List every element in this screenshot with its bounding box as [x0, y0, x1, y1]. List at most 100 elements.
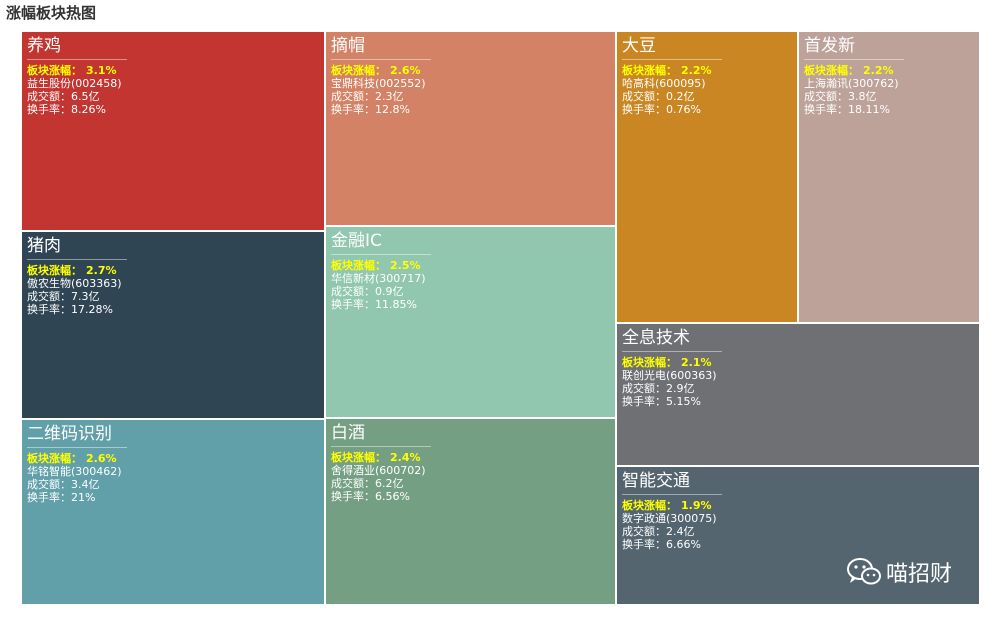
- turnover-row: 换手率：0.76%: [622, 103, 712, 116]
- volume-label: 成交额：: [331, 285, 375, 298]
- tile-erweima[interactable]: 二维码识别 板块涨幅： 2.6% 华铭智能(300462) 成交额：3.4亿 换手率：21…: [21, 419, 325, 605]
- change-row: 板块涨幅： 1.9%: [622, 499, 717, 512]
- turnover-value: 5.15%: [666, 395, 701, 408]
- turnover-label: 换手率：: [331, 490, 375, 503]
- change-value: 2.6%: [390, 64, 421, 77]
- tile-jinrong-ic[interactable]: 金融IC 板块涨幅： 2.5% 华信新材(300717) 成交额：0.9亿 换手率：11.…: [325, 226, 616, 418]
- tile-dadou[interactable]: 大豆 板块涨幅： 2.2% 哈高科(600095) 成交额：0.2亿 换手率：0.76%: [616, 31, 798, 323]
- turnover-value: 17.28%: [71, 303, 113, 316]
- change-row: 板块涨幅： 2.6%: [331, 64, 426, 77]
- turnover-row: 换手率：17.28%: [27, 303, 122, 316]
- volume-value: 3.8亿: [848, 90, 877, 103]
- turnover-value: 6.56%: [375, 490, 410, 503]
- tile-yangji[interactable]: 养鸡板块涨幅： 3.1% 益生股份(002458) 成交额：6.5亿 换手率：8.26%: [21, 31, 325, 231]
- tile-zhineng-jiaotong[interactable]: 智能交通 板块涨幅： 1.9% 数字政通(300075) 成交额：2.4亿 换手率：6.6…: [616, 466, 980, 605]
- turnover-value: 21%: [71, 491, 96, 504]
- change-value: 2.5%: [390, 259, 421, 272]
- turnover-label: 换手率：: [331, 103, 375, 116]
- change-label: 板块涨幅：: [622, 64, 677, 77]
- volume-row: 成交额：7.3亿: [27, 290, 122, 303]
- turnover-value: 8.26%: [71, 103, 106, 116]
- turnover-label: 换手率：: [622, 395, 666, 408]
- volume-value: 2.4亿: [666, 525, 695, 538]
- turnover-label: 换手率：: [27, 103, 71, 116]
- volume-label: 成交额：: [27, 478, 71, 491]
- change-row: 板块涨幅： 2.2%: [804, 64, 899, 77]
- volume-value: 2.9亿: [666, 382, 695, 395]
- tile-divider: [331, 446, 431, 447]
- tile-divider: [622, 351, 722, 352]
- tile-name: 首发新: [804, 36, 855, 56]
- tile-name: 养鸡: [27, 36, 61, 56]
- tile-info: 板块涨幅： 1.9% 数字政通(300075) 成交额：2.4亿 换手率：6.66%: [622, 499, 717, 551]
- tile-info: 板块涨幅： 3.1% 益生股份(002458) 成交额：6.5亿 换手率：8.26%: [27, 64, 122, 116]
- tile-name: 金融IC: [331, 231, 382, 251]
- tile-name: 智能交通: [622, 471, 690, 491]
- change-value: 2.7%: [86, 264, 117, 277]
- turnover-label: 换手率：: [331, 298, 375, 311]
- turnover-row: 换手率：11.85%: [331, 298, 426, 311]
- volume-label: 成交额：: [27, 90, 71, 103]
- stock-name: 宝鼎科技(002552): [331, 77, 426, 90]
- volume-label: 成交额：: [622, 525, 666, 538]
- turnover-row: 换手率：12.8%: [331, 103, 426, 116]
- tile-info: 板块涨幅： 2.2% 哈高科(600095) 成交额：0.2亿 换手率：0.76%: [622, 64, 712, 116]
- volume-label: 成交额：: [622, 90, 666, 103]
- volume-value: 6.2亿: [375, 477, 404, 490]
- change-row: 板块涨幅： 3.1%: [27, 64, 122, 77]
- volume-label: 成交额：: [27, 290, 71, 303]
- tile-name: 全息技术: [622, 328, 690, 348]
- turnover-row: 换手率：18.11%: [804, 103, 899, 116]
- change-value: 1.9%: [681, 499, 712, 512]
- change-label: 板块涨幅：: [27, 64, 82, 77]
- change-label: 板块涨幅：: [622, 356, 677, 369]
- change-label: 板块涨幅：: [331, 64, 386, 77]
- tile-zhurou[interactable]: 猪肉 板块涨幅： 2.7% 傲农生物(603363) 成交额：7.3亿 换手率：17.28…: [21, 231, 325, 419]
- turnover-row: 换手率：6.56%: [331, 490, 426, 503]
- turnover-row: 换手率：5.15%: [622, 395, 717, 408]
- turnover-label: 换手率：: [27, 303, 71, 316]
- stock-name: 哈高科(600095): [622, 77, 706, 90]
- volume-value: 0.9亿: [375, 285, 404, 298]
- tile-baijiu[interactable]: 白酒 板块涨幅： 2.4% 舍得酒业(600702) 成交额：6.2亿 换手率：6.56%: [325, 418, 616, 605]
- volume-label: 成交额：: [331, 477, 375, 490]
- turnover-row: 换手率：21%: [27, 491, 122, 504]
- change-label: 板块涨幅：: [331, 259, 386, 272]
- tile-shoufaxin[interactable]: 首发新 板块涨幅： 2.2% 上海瀚讯(300762) 成交额：3.8亿 换手率：18.1…: [798, 31, 980, 323]
- tile-divider: [27, 259, 127, 260]
- tile-zhaimao[interactable]: 摘帽 板块涨幅： 2.6% 宝鼎科技(002552) 成交额：2.3亿 换手率：12.8%: [325, 31, 616, 226]
- volume-value: 0.2亿: [666, 90, 695, 103]
- change-row: 板块涨幅： 2.4%: [331, 451, 426, 464]
- volume-value: 2.3亿: [375, 90, 404, 103]
- change-label: 板块涨幅：: [622, 499, 677, 512]
- turnover-row: 换手率：8.26%: [27, 103, 122, 116]
- page-title: 涨幅板块热图: [6, 4, 97, 22]
- wechat-icon: [847, 558, 881, 585]
- turnover-value: 0.76%: [666, 103, 701, 116]
- tile-info: 板块涨幅： 2.7% 傲农生物(603363) 成交额：7.3亿 换手率：17.28%: [27, 264, 122, 316]
- stock-name: 益生股份(002458): [27, 77, 122, 90]
- tile-name: 猪肉: [27, 236, 61, 256]
- tile-divider: [331, 59, 431, 60]
- volume-label: 成交额：: [622, 382, 666, 395]
- volume-label: 成交额：: [804, 90, 848, 103]
- change-row: 板块涨幅： 2.1%: [622, 356, 717, 369]
- volume-row: 成交额：3.8亿: [804, 90, 899, 103]
- stock-name: 联创光电(600363): [622, 369, 717, 382]
- tile-info: 板块涨幅： 2.6% 宝鼎科技(002552) 成交额：2.3亿 换手率：12.8%: [331, 64, 426, 116]
- tile-divider: [804, 59, 904, 60]
- tile-name: 二维码识别: [27, 424, 112, 444]
- turnover-label: 换手率：: [622, 103, 666, 116]
- watermark-text: 喵招财: [886, 562, 953, 587]
- volume-row: 成交额：6.2亿: [331, 477, 426, 490]
- tile-quanxi[interactable]: 全息技术板块涨幅： 2.1% 联创光电(600363) 成交额：2.9亿 换手率：5.1…: [616, 323, 980, 466]
- tile-divider: [27, 447, 127, 448]
- turnover-value: 6.66%: [666, 538, 701, 551]
- change-label: 板块涨幅：: [27, 264, 82, 277]
- change-label: 板块涨幅：: [804, 64, 859, 77]
- volume-row: 成交额：0.2亿: [622, 90, 712, 103]
- volume-label: 成交额：: [331, 90, 375, 103]
- volume-row: 成交额：2.3亿: [331, 90, 426, 103]
- change-row: 板块涨幅： 2.6%: [27, 452, 122, 465]
